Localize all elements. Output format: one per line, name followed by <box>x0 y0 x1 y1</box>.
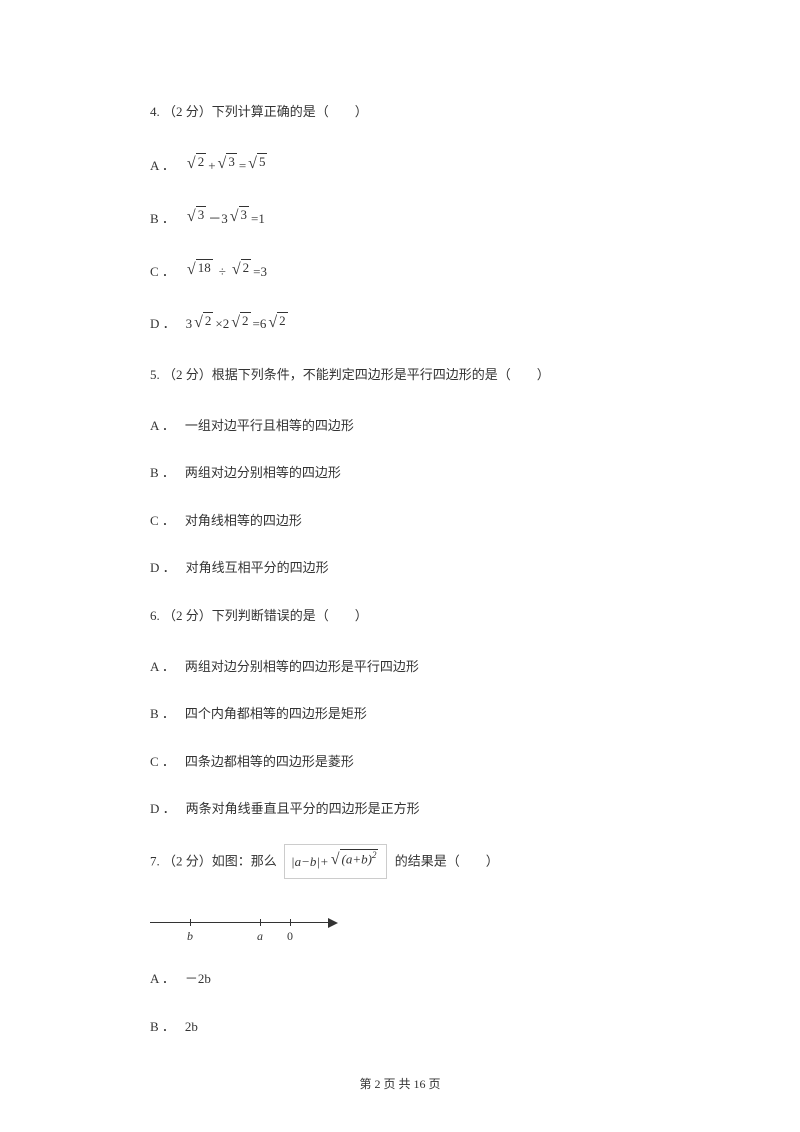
option-text: 对角线相等的四边形 <box>185 509 302 532</box>
operator: －3 <box>208 207 228 230</box>
number-line-axis <box>150 922 330 923</box>
option-label: D ． <box>150 797 176 820</box>
sqrt-icon: √2 <box>232 257 251 286</box>
tick-a <box>260 919 261 926</box>
sqrt-icon: √18 <box>187 257 213 286</box>
q5-option-a: A ． 一组对边平行且相等的四边形 <box>150 414 650 437</box>
q7-option-b: B ． 2b <box>150 1015 650 1038</box>
option-text: 一组对边平行且相等的四边形 <box>185 414 354 437</box>
option-text: －2b <box>185 967 211 990</box>
tick-0 <box>290 919 291 926</box>
option-label: A ． <box>150 414 175 437</box>
option-label: B ． <box>150 1015 175 1038</box>
arrow-right-icon <box>328 918 338 928</box>
sqrt-icon: √2 <box>231 310 250 339</box>
option-label: D ． <box>150 312 176 335</box>
equals: =6 <box>253 312 267 335</box>
tick-label-0: 0 <box>287 929 293 944</box>
q5-option-c: C ． 对角线相等的四边形 <box>150 509 650 532</box>
sqrt-icon: √3 <box>218 151 237 180</box>
q4-option-c: C ． √18 ÷ √2 =3 <box>150 257 650 286</box>
sqrt-icon: √2 <box>194 310 213 339</box>
option-label: B ． <box>150 207 175 230</box>
q5-stem: 5. （2 分）根据下列条件，不能判定四边形是平行四边形的是（ ） <box>150 363 650 386</box>
q4-option-b: B ． √3 －3 √3 =1 <box>150 204 650 233</box>
option-text: 四个内角都相等的四边形是矩形 <box>185 702 367 725</box>
page-content: 4. （2 分）下列计算正确的是（ ） A ． √2 + √3 = √5 B ．… <box>0 0 800 1122</box>
sqrt-icon: √3 <box>187 204 206 233</box>
sqrt-icon: √2 <box>187 151 206 180</box>
coef: 3 <box>186 312 193 335</box>
option-label: B ． <box>150 702 175 725</box>
option-label: D ． <box>150 556 176 579</box>
option-text: 两组对边分别相等的四边形是平行四边形 <box>185 655 419 678</box>
operator: ÷ <box>215 260 230 283</box>
option-label: A ． <box>150 967 175 990</box>
operator: ×2 <box>215 312 229 335</box>
stem-pre: 7. （2 分）如图：那么 <box>150 854 280 869</box>
tick-label-a: a <box>257 929 263 944</box>
equals: =3 <box>253 260 267 283</box>
page-footer: 第 2 页 共 16 页 <box>0 1075 800 1092</box>
tick-b <box>190 919 191 926</box>
q4-option-d: D ． 3 √2 ×2 √2 =6 √2 <box>150 310 650 339</box>
q6-option-c: C ． 四条边都相等的四边形是菱形 <box>150 750 650 773</box>
option-text: 对角线互相平分的四边形 <box>186 556 329 579</box>
sqrt-icon: √5 <box>248 151 267 180</box>
option-text: 四条边都相等的四边形是菱形 <box>185 750 354 773</box>
q6-option-d: D ． 两条对角线垂直且平分的四边形是正方形 <box>150 797 650 820</box>
option-text: 两条对角线垂直且平分的四边形是正方形 <box>186 797 420 820</box>
q7-stem: 7. （2 分）如图：那么 |a−b|+ √ (a+b)2 的结果是（ ） <box>150 844 650 879</box>
q6-stem: 6. （2 分）下列判断错误的是（ ） <box>150 604 650 627</box>
q5-option-d: D ． 对角线互相平分的四边形 <box>150 556 650 579</box>
sqrt-icon: √3 <box>230 204 249 233</box>
q6-option-b: B ． 四个内角都相等的四边形是矩形 <box>150 702 650 725</box>
sqrt-base: (a+b) <box>342 852 372 867</box>
exponent: 2 <box>372 850 377 860</box>
q4-stem: 4. （2 分）下列计算正确的是（ ） <box>150 100 650 123</box>
q6-option-a: A ． 两组对边分别相等的四边形是平行四边形 <box>150 655 650 678</box>
option-label: C ． <box>150 750 175 773</box>
option-label: A ． <box>150 154 175 177</box>
option-text: 2b <box>185 1015 198 1038</box>
option-label: B ． <box>150 461 175 484</box>
q5-option-b: B ． 两组对边分别相等的四边形 <box>150 461 650 484</box>
number-line-figure: b a 0 <box>150 907 350 947</box>
operator: + <box>208 154 215 177</box>
equals: = <box>239 154 246 177</box>
q4-option-a: A ． √2 + √3 = √5 <box>150 151 650 180</box>
option-label: C ． <box>150 509 175 532</box>
tick-label-b: b <box>187 929 193 944</box>
option-label: A ． <box>150 655 175 678</box>
q7-option-a: A ． －2b <box>150 967 650 990</box>
sqrt-icon: √ (a+b)2 <box>331 847 379 876</box>
option-text: 两组对边分别相等的四边形 <box>185 461 341 484</box>
option-label: C ． <box>150 260 175 283</box>
abs-part: |a−b|+ <box>291 850 329 873</box>
boxed-expression: |a−b|+ √ (a+b)2 <box>284 844 387 879</box>
sqrt-icon: √2 <box>268 310 287 339</box>
equals: =1 <box>251 207 265 230</box>
stem-post: 的结果是（ ） <box>395 854 499 869</box>
